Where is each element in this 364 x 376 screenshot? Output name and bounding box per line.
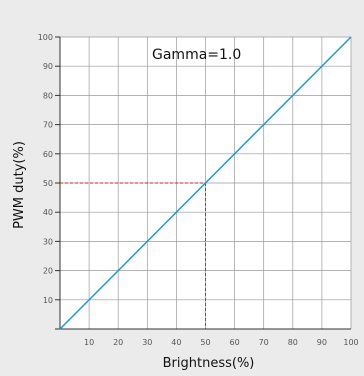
x-tick-label-90: 90	[317, 338, 327, 347]
x-tick-label-70: 70	[259, 338, 269, 347]
y-tick-label-60: 60	[43, 150, 53, 159]
x-tick-label-60: 60	[230, 338, 240, 347]
y-tick-label-50: 50	[43, 179, 53, 188]
y-tick-label-30: 30	[43, 237, 53, 246]
x-tick-label-80: 80	[288, 338, 298, 347]
x-tick-label-40: 40	[171, 338, 181, 347]
x-axis-title: Brightness(%)	[163, 356, 255, 371]
series-line-0	[59, 36, 352, 330]
y-axis-title: PWM duty(%)	[12, 141, 27, 229]
y-tick-label-10: 10	[43, 296, 53, 305]
x-tick-label-10: 10	[84, 338, 94, 347]
y-tick-label-90: 90	[43, 62, 53, 71]
y-tick-label-80: 80	[43, 91, 53, 100]
y-tick-label-100: 100	[38, 33, 53, 42]
y-tick-label-40: 40	[43, 208, 53, 217]
y-tick-label-20: 20	[43, 267, 53, 276]
y-tick-label-70: 70	[43, 121, 53, 130]
x-tick-label-30: 30	[142, 338, 152, 347]
x-tick-label-100: 100	[343, 338, 358, 347]
x-tick-label-20: 20	[113, 338, 123, 347]
x-tick-label-50: 50	[200, 338, 210, 347]
series-layer	[59, 36, 352, 330]
reference-lines	[60, 182, 206, 329]
gamma-annotation: Gamma=1.0	[152, 47, 241, 63]
tick-labels: 10 20 30 40 50 60 70 80 90 100 10 20 30 40 50 60 70 80 90 1…	[38, 33, 359, 347]
